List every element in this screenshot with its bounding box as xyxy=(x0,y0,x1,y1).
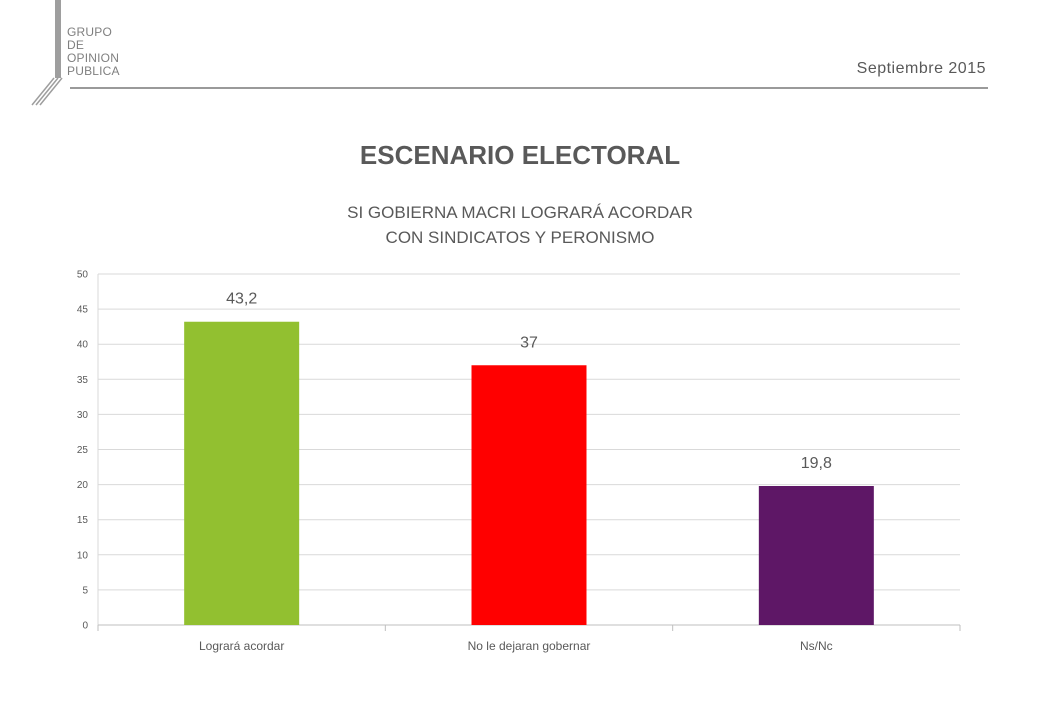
y-tick-label: 35 xyxy=(77,375,89,386)
data-label: 19,8 xyxy=(801,455,832,472)
subtitle-line-1: SI GOBIERNA MACRI LOGRARÁ ACORDAR xyxy=(347,203,693,222)
grupo-opinion-publica-logo xyxy=(31,0,63,106)
data-label: 37 xyxy=(520,334,538,351)
y-tick-label: 0 xyxy=(82,621,88,632)
chart-subtitle: SI GOBIERNA MACRI LOGRARÁ ACORDAR CON SI… xyxy=(0,200,1040,250)
y-tick-label: 40 xyxy=(77,340,89,351)
page-title: ESCENARIO ELECTORAL xyxy=(359,140,681,170)
bar xyxy=(758,486,874,625)
bar xyxy=(471,365,587,625)
subtitle-line-2: CON SINDICATOS Y PERONISMO xyxy=(385,228,655,247)
report-date: Septiembre 2015 xyxy=(856,60,986,77)
header-divider xyxy=(70,87,988,89)
x-tick-label: No le dejaran gobernar xyxy=(468,639,591,653)
y-tick-label: 15 xyxy=(77,515,89,526)
x-tick-label: Ns/Nc xyxy=(800,639,833,653)
x-tick-label: Logrará acordar xyxy=(199,639,284,653)
y-tick-label: 25 xyxy=(77,445,89,456)
y-tick-label: 10 xyxy=(77,550,89,561)
y-tick-label: 30 xyxy=(77,410,89,421)
y-tick-label: 5 xyxy=(82,585,88,596)
bar xyxy=(184,321,300,625)
y-tick-label: 45 xyxy=(77,305,89,316)
y-tick-label: 50 xyxy=(77,270,89,281)
logo-text: GRUPO DE OPINION PUBLICA xyxy=(67,25,120,78)
y-tick-label: 20 xyxy=(77,480,89,491)
data-label: 43,2 xyxy=(226,291,257,308)
